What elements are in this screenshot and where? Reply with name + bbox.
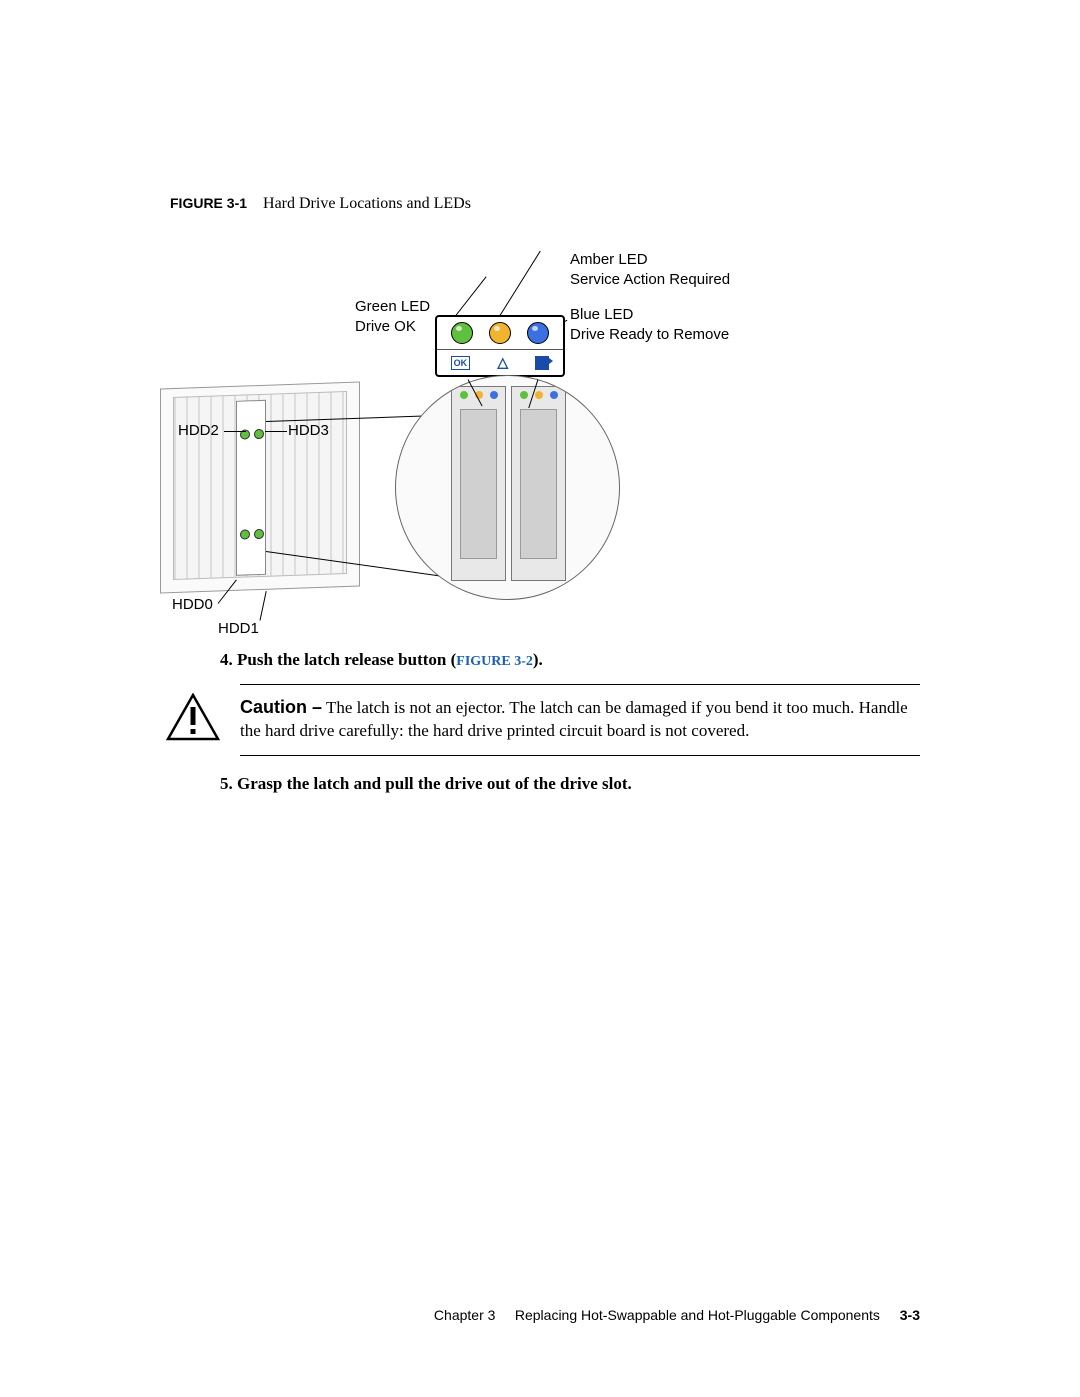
- step-5: 5. Grasp the latch and pull the drive ou…: [240, 774, 920, 794]
- hdd1-label: HDD1: [218, 619, 259, 639]
- callout-green: Green LED Drive OK: [355, 297, 430, 336]
- step-5-text: Grasp the latch and pull the drive out o…: [237, 774, 632, 793]
- drive-slot-right: [511, 386, 566, 581]
- led-panel: OK △: [435, 315, 565, 377]
- callout-green-l2: Drive OK: [355, 317, 430, 337]
- footer-page: 3-3: [900, 1307, 920, 1323]
- mini-led-green: [520, 391, 528, 399]
- leader-hdd2: [224, 431, 246, 432]
- led-blue: [527, 322, 549, 344]
- figure-ref-3-2[interactable]: FIGURE 3-2: [456, 654, 533, 669]
- callout-blue-l2: Drive Ready to Remove: [570, 325, 729, 345]
- mini-led-blue: [490, 391, 498, 399]
- step-5-num: 5.: [220, 774, 233, 793]
- figure-diagram: Amber LED Service Action Required Green …: [170, 225, 920, 625]
- hdd0-dot: [240, 529, 250, 539]
- figure-caption: FIGURE 3-1 Hard Drive Locations and LEDs: [170, 195, 920, 213]
- figure-title: Hard Drive Locations and LEDs: [263, 195, 471, 212]
- callout-amber: Amber LED Service Action Required: [570, 250, 730, 289]
- eject-icon: [535, 356, 549, 370]
- callout-blue-l1: Blue LED: [570, 305, 729, 325]
- mini-led-blue: [550, 391, 558, 399]
- footer-title: Replacing Hot-Swappable and Hot-Pluggabl…: [515, 1307, 880, 1323]
- step-4-num: 4.: [220, 650, 233, 669]
- callout-blue: Blue LED Drive Ready to Remove: [570, 305, 729, 344]
- drive-grip: [460, 409, 497, 559]
- zoom-circle: [395, 375, 620, 600]
- leader-hdd1: [260, 591, 267, 621]
- hdd2-label: HDD2: [178, 421, 219, 441]
- figure-label: FIGURE 3-1: [170, 195, 247, 211]
- hdd3-dot: [254, 429, 264, 439]
- leader-amber: [500, 251, 541, 316]
- led-green: [451, 322, 473, 344]
- page-footer: Chapter 3 Replacing Hot-Swappable and Ho…: [434, 1307, 920, 1323]
- led-amber: [489, 322, 511, 344]
- step-4-close: ).: [533, 650, 543, 669]
- ok-icon: OK: [451, 356, 471, 370]
- callout-amber-l1: Amber LED: [570, 250, 730, 270]
- hdd0-label: HDD0: [172, 595, 213, 615]
- step-4-text: Push the latch release button (: [237, 650, 456, 669]
- caution-block: Caution – The latch is not an ejector. T…: [240, 684, 920, 756]
- hdd3-label: HDD3: [288, 421, 329, 441]
- mini-led-green: [460, 391, 468, 399]
- server-chassis: [160, 382, 360, 594]
- leader-hdd3: [265, 431, 287, 432]
- chassis-drive-bay: [236, 400, 266, 576]
- drive-grip: [520, 409, 557, 559]
- drive-slot-left: [451, 386, 506, 581]
- footer-chapter: Chapter 3: [434, 1307, 495, 1323]
- caution-label: Caution –: [240, 697, 322, 717]
- caution-text: The latch is not an ejector. The latch c…: [240, 698, 908, 740]
- mini-led-amber: [535, 391, 543, 399]
- warning-icon: △: [497, 354, 508, 371]
- hdd1-dot: [254, 529, 264, 539]
- callout-amber-l2: Service Action Required: [570, 270, 730, 290]
- callout-green-l1: Green LED: [355, 297, 430, 317]
- step-4: 4. Push the latch release button (FIGURE…: [240, 650, 920, 670]
- caution-icon: [166, 693, 220, 741]
